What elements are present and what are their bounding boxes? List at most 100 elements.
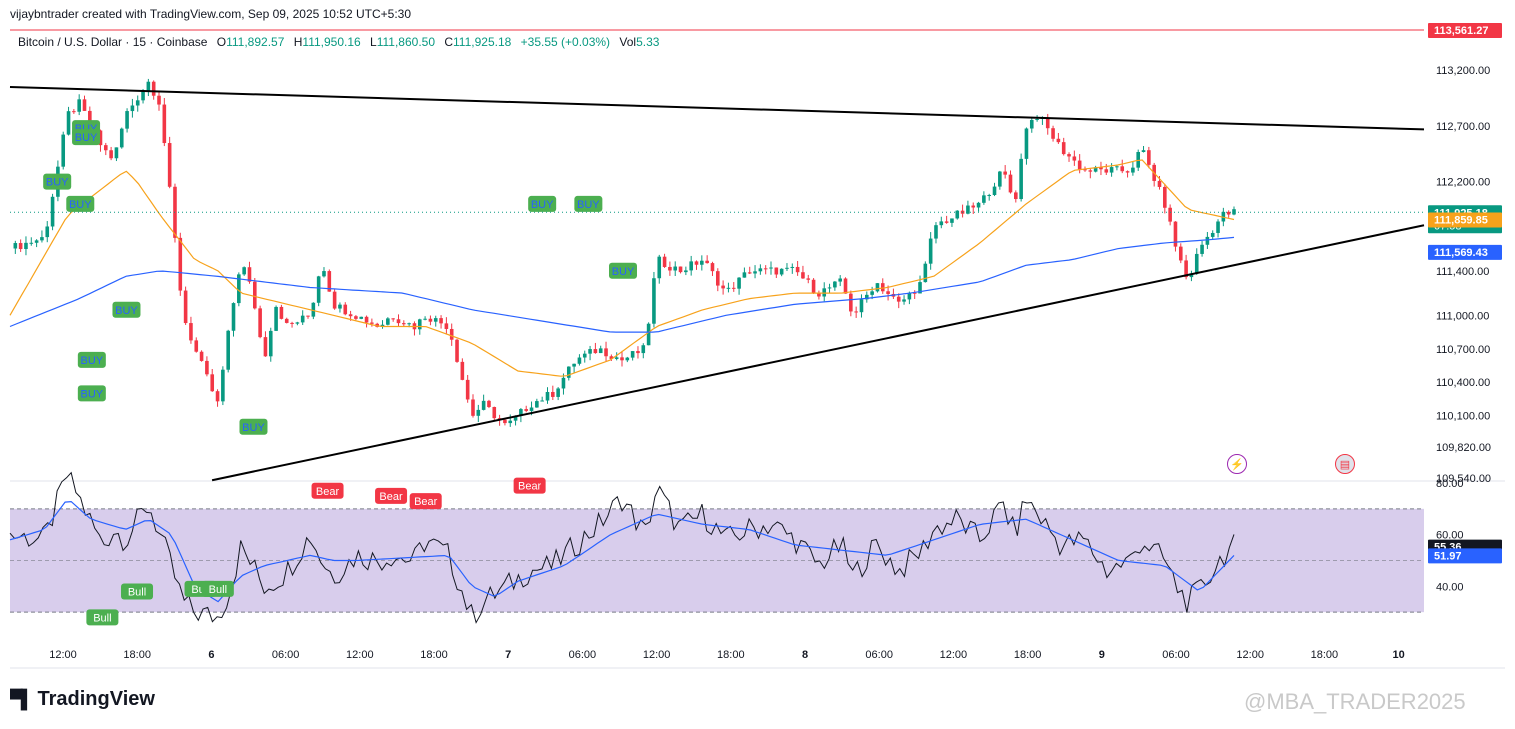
candle xyxy=(1189,273,1194,278)
candle xyxy=(194,340,199,352)
candle xyxy=(865,294,869,300)
bull-signal-label: Bull xyxy=(128,587,146,599)
candle xyxy=(391,318,395,320)
candle xyxy=(455,339,459,362)
candle xyxy=(508,420,513,424)
candle xyxy=(290,322,294,324)
candle xyxy=(561,377,566,389)
price-axis-tick: 110,400.00 xyxy=(1436,377,1490,389)
candle xyxy=(620,357,624,361)
time-axis-tick: 06:00 xyxy=(1162,649,1190,661)
symbol-name[interactable]: Bitcoin / U.S. Dollar · 15 · Coinbase xyxy=(18,35,208,49)
candle xyxy=(311,302,316,317)
candle xyxy=(987,195,991,197)
candle xyxy=(322,271,326,277)
time-axis-tick: 10 xyxy=(1392,649,1404,661)
price-axis-tick: 109,540.00 xyxy=(1436,473,1491,485)
candle xyxy=(1184,260,1188,278)
candle xyxy=(817,292,821,297)
candle xyxy=(859,299,864,313)
time-axis-tick: 12:00 xyxy=(643,649,671,661)
candle xyxy=(1136,152,1141,168)
candle xyxy=(721,285,725,289)
candle xyxy=(529,407,534,411)
time-axis-tick: 6 xyxy=(208,649,214,661)
candle xyxy=(715,271,720,286)
candle xyxy=(34,240,39,243)
candle xyxy=(726,287,731,289)
candle xyxy=(1200,244,1204,254)
candle xyxy=(215,391,220,402)
candle xyxy=(423,318,427,320)
candle xyxy=(295,322,300,324)
candle xyxy=(119,128,124,148)
bull-signal-badge xyxy=(86,609,119,626)
rsi-axis-tick: 60.00 xyxy=(1436,530,1464,542)
candle xyxy=(72,111,76,113)
candle xyxy=(348,314,353,317)
candle xyxy=(1131,167,1135,173)
ema-slow-line xyxy=(9,236,1235,333)
time-axis-tick: 12:00 xyxy=(940,649,968,661)
candle xyxy=(354,316,358,319)
candle xyxy=(263,337,268,357)
candle xyxy=(689,261,693,271)
candle xyxy=(630,351,635,358)
candle xyxy=(492,406,497,419)
candle xyxy=(1072,156,1077,161)
bear-signal-label: Bear xyxy=(414,496,438,508)
candle xyxy=(487,400,491,407)
tradingview-logo-icon: ▀▌ xyxy=(10,689,33,709)
candle xyxy=(593,349,598,354)
candle xyxy=(737,277,741,289)
candle xyxy=(1099,167,1103,170)
candle xyxy=(210,374,215,392)
candle xyxy=(588,349,592,354)
candle xyxy=(875,283,880,292)
time-axis-tick: 8 xyxy=(802,649,808,661)
price-axis-tick: 112,200.00 xyxy=(1436,177,1490,189)
price-label-2-bg xyxy=(1428,212,1502,228)
candle xyxy=(1067,154,1071,157)
buy-signal-badge xyxy=(66,195,95,212)
candle xyxy=(300,315,305,323)
buy-signal-label: BUY xyxy=(81,388,104,400)
candle xyxy=(880,283,885,292)
vol-value: 5.33 xyxy=(636,35,660,49)
candle xyxy=(444,323,449,329)
candle xyxy=(833,281,837,288)
candle xyxy=(465,379,470,400)
candle xyxy=(258,308,262,338)
candle xyxy=(625,357,630,361)
candle xyxy=(50,196,55,227)
candle xyxy=(790,266,795,268)
us-flag-icon[interactable]: ▤ xyxy=(1335,454,1355,474)
candle xyxy=(604,348,608,357)
candle xyxy=(886,291,890,294)
candle xyxy=(402,323,406,325)
lightning-icon[interactable]: ⚡ xyxy=(1227,454,1247,474)
candle xyxy=(332,291,337,309)
candle xyxy=(471,399,475,416)
bear-signal-badge xyxy=(409,493,442,510)
candle xyxy=(61,134,66,167)
candle xyxy=(827,287,832,289)
candle xyxy=(1226,211,1231,215)
candle xyxy=(731,287,736,289)
candle xyxy=(29,242,34,244)
candle xyxy=(934,225,938,239)
trendline-lower xyxy=(211,224,1425,482)
candle xyxy=(428,318,433,322)
candle xyxy=(535,401,539,408)
candle xyxy=(1008,174,1013,193)
buy-signal-label: BUY xyxy=(612,266,635,278)
candle xyxy=(1125,171,1130,173)
brand-logo[interactable]: ▀▌ TradingView xyxy=(10,688,155,711)
candle xyxy=(109,150,113,159)
candle xyxy=(668,266,672,271)
candle xyxy=(66,111,71,135)
candle xyxy=(386,318,390,325)
candle xyxy=(678,266,683,273)
time-axis-tick: 18:00 xyxy=(1014,649,1042,661)
